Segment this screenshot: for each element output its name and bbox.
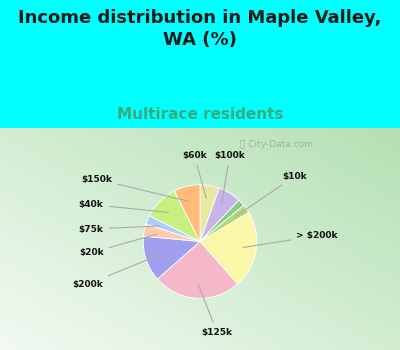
Text: Income distribution in Maple Valley,
WA (%): Income distribution in Maple Valley, WA … — [18, 9, 382, 49]
Text: $75k: $75k — [79, 224, 160, 233]
Wedge shape — [200, 188, 239, 242]
Wedge shape — [144, 224, 200, 241]
Wedge shape — [143, 236, 200, 279]
Text: ⓘ City-Data.com: ⓘ City-Data.com — [240, 140, 313, 149]
Text: $100k: $100k — [214, 151, 245, 204]
Text: $40k: $40k — [79, 200, 168, 212]
Text: $20k: $20k — [79, 234, 157, 257]
Wedge shape — [146, 216, 200, 241]
Wedge shape — [200, 185, 219, 242]
Text: $200k: $200k — [73, 255, 158, 288]
Text: $150k: $150k — [81, 175, 188, 201]
Wedge shape — [200, 200, 244, 242]
Wedge shape — [158, 241, 238, 298]
Text: $60k: $60k — [182, 151, 207, 198]
Text: Multirace residents: Multirace residents — [117, 107, 283, 122]
Text: $125k: $125k — [198, 285, 232, 337]
Text: > $200k: > $200k — [243, 231, 338, 247]
Text: $10k: $10k — [236, 172, 307, 216]
Wedge shape — [200, 205, 249, 241]
Wedge shape — [200, 212, 257, 284]
Wedge shape — [150, 191, 200, 242]
Wedge shape — [174, 185, 200, 242]
